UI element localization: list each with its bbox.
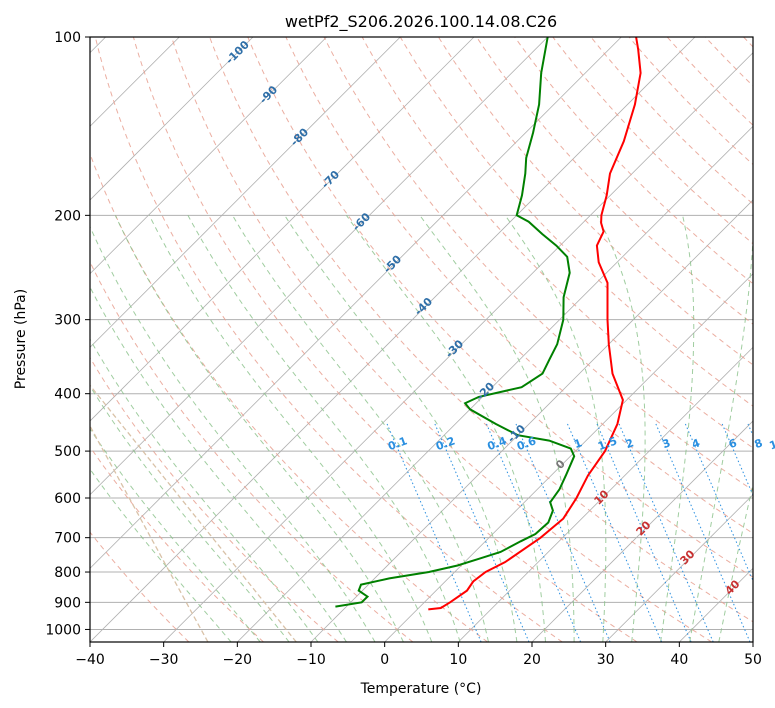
isotherm-line bbox=[458, 346, 753, 642]
dry-adiabat-line bbox=[247, 37, 753, 578]
y-tick-label: 800 bbox=[54, 565, 81, 581]
y-tick-label: 700 bbox=[54, 531, 81, 547]
dry-adiabat-line bbox=[90, 356, 339, 642]
x-tick-label: −40 bbox=[75, 652, 105, 668]
isotherm-line bbox=[90, 37, 401, 348]
x-tick-label: 20 bbox=[523, 652, 541, 668]
isotherm-line bbox=[90, 37, 548, 496]
y-tick-label: 1000 bbox=[45, 622, 81, 638]
mixing-ratio-label: 10 bbox=[768, 435, 775, 453]
dry-adiabat-line bbox=[132, 37, 638, 642]
chart-title: wetPf2_S206.2026.100.14.08.C26 bbox=[285, 12, 557, 32]
y-tick-label: 400 bbox=[54, 387, 81, 403]
reference-arc-line bbox=[90, 424, 209, 642]
y-tick-label: 600 bbox=[54, 491, 81, 507]
isotherm-line bbox=[163, 52, 753, 642]
dry-adiabat-line bbox=[285, 37, 753, 535]
dry-adiabat-line bbox=[323, 37, 753, 491]
x-tick-label: 30 bbox=[597, 652, 615, 668]
isotherm-line bbox=[90, 37, 475, 422]
isotherm-line bbox=[605, 494, 753, 642]
moist-adiabat-line bbox=[90, 428, 261, 642]
y-tick-label: 900 bbox=[54, 595, 81, 611]
dry-adiabat-line bbox=[90, 260, 414, 642]
x-tick-label: 10 bbox=[449, 652, 467, 668]
dry-adiabat-line bbox=[94, 37, 563, 642]
x-tick-label: 50 bbox=[744, 652, 762, 668]
mixing-ratio-label: 0.2 bbox=[434, 434, 457, 453]
temperature-profile-line bbox=[428, 37, 642, 611]
y-tick-label: 200 bbox=[54, 208, 81, 224]
moist-adiabat-line bbox=[718, 482, 753, 642]
dry-adiabat-line bbox=[361, 37, 753, 449]
reference-arc-line bbox=[90, 384, 297, 642]
mixing-ratio-label: 1.5 bbox=[596, 434, 619, 453]
mixing-ratio-label: 6 bbox=[727, 436, 739, 451]
dry-adiabat-line bbox=[209, 37, 753, 623]
mixing-ratio-label: 0.1 bbox=[386, 434, 409, 453]
y-tick-label: 300 bbox=[54, 313, 81, 329]
isotherm-line bbox=[90, 37, 327, 275]
moist-adiabat-line bbox=[284, 215, 518, 642]
isotherm-line bbox=[237, 125, 753, 642]
mixing-ratio-label: 3 bbox=[661, 436, 673, 451]
moist-adiabat-line bbox=[90, 225, 376, 642]
mixing-ratio-label: 2 bbox=[624, 436, 636, 451]
y-axis-label: Pressure (hPa) bbox=[13, 289, 29, 389]
dry-adiabat-line bbox=[437, 37, 753, 366]
y-tick-label: 100 bbox=[54, 30, 81, 46]
moist-adiabat-line bbox=[90, 385, 290, 642]
plot-frame bbox=[89, 36, 754, 643]
moist-adiabat-line bbox=[232, 215, 489, 642]
dry-adiabat-line bbox=[90, 531, 190, 642]
mixing-ratio-label: 8 bbox=[753, 436, 765, 451]
mixing-ratio-label: 4 bbox=[690, 436, 702, 451]
x-tick-label: −30 bbox=[149, 652, 179, 668]
x-tick-label: −10 bbox=[296, 652, 326, 668]
moist-adiabat-line bbox=[90, 286, 347, 642]
x-tick-label: 40 bbox=[670, 652, 688, 668]
isotherm-line bbox=[384, 273, 753, 642]
moist-adiabat-line bbox=[148, 215, 433, 642]
mixing-ratio-label: 0.6 bbox=[515, 434, 538, 453]
dry-adiabat-line bbox=[399, 37, 753, 407]
y-tick-label: 500 bbox=[54, 444, 81, 460]
isotherm-line bbox=[90, 37, 696, 642]
x-axis-label: Temperature (°C) bbox=[360, 681, 482, 697]
moist-adiabat-line bbox=[90, 468, 232, 642]
dewpoint-profile-line bbox=[335, 37, 576, 608]
moist-adiabat-line bbox=[90, 338, 319, 642]
moist-adiabat-line bbox=[114, 215, 404, 642]
x-tick-label: 0 bbox=[380, 652, 389, 668]
mixing-ratio-label: 1 bbox=[572, 436, 584, 451]
moist-adiabat-line bbox=[345, 215, 546, 642]
isotherm-line bbox=[90, 37, 622, 569]
isotherm-line bbox=[90, 37, 254, 201]
x-tick-label: −20 bbox=[223, 652, 253, 668]
moist-adiabat-line bbox=[689, 229, 753, 642]
moist-adiabat-line bbox=[504, 215, 607, 642]
isotherm-line bbox=[531, 420, 753, 642]
mixing-ratio-label: 0.4 bbox=[486, 434, 509, 453]
